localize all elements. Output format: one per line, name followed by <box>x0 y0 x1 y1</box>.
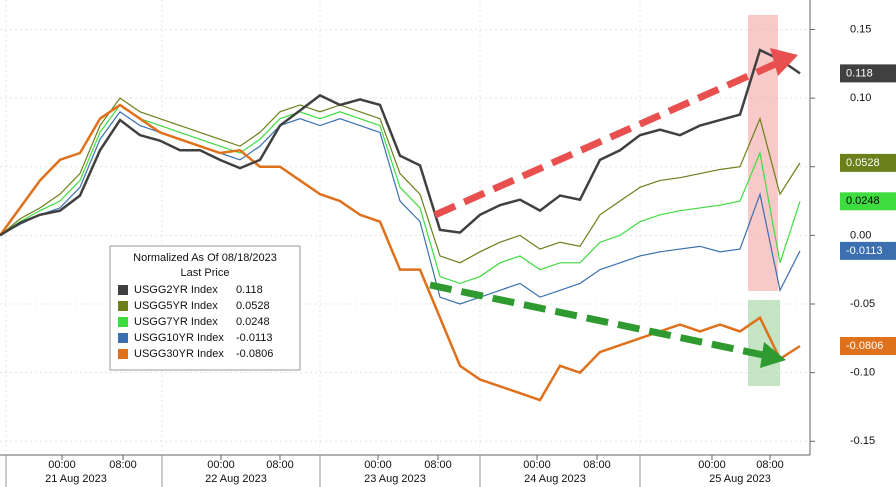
legend-label: USGG5YR Index <box>134 300 218 312</box>
last-value-label: 0.118 <box>846 67 873 79</box>
y-tick-label: -0.10 <box>850 367 875 379</box>
legend-value: -0.0806 <box>236 348 273 360</box>
series-line <box>0 48 801 237</box>
y-tick-label: -0.05 <box>850 298 875 310</box>
green-arrow <box>429 281 786 368</box>
arrow-head <box>760 342 786 368</box>
y-tick-label: 0.00 <box>850 229 871 241</box>
y-tick-label: 0.10 <box>850 92 871 104</box>
x-tick-label: 00:00 <box>364 459 392 471</box>
x-tick-label: 08:00 <box>756 459 784 471</box>
last-value-box <box>840 64 896 83</box>
date-label: 21 Aug 2023 <box>45 473 107 485</box>
date-label: 23 Aug 2023 <box>364 473 426 485</box>
date-label: 24 Aug 2023 <box>524 473 586 485</box>
last-value-label: -0.0806 <box>846 340 883 352</box>
legend-swatch <box>118 301 128 311</box>
last-value-label: 0.0528 <box>846 157 880 169</box>
last-value-box <box>840 153 896 172</box>
arrow-line <box>429 281 769 360</box>
grid <box>0 0 810 455</box>
legend-swatch <box>118 333 128 343</box>
x-tick-label: 08:00 <box>424 459 452 471</box>
legend-swatch <box>118 349 128 359</box>
x-tick-label: 00:00 <box>207 459 235 471</box>
axes: 0.150.100.050.00-0.05-0.10-0.1500:0008:0… <box>5 23 896 487</box>
last-value-box <box>840 241 896 260</box>
x-tick-label: 08:00 <box>109 459 137 471</box>
legend: Normalized As Of 08/18/2023 Last Price U… <box>109 245 301 371</box>
legend-swatch <box>118 317 128 327</box>
legend-label: USGG30YR Index <box>134 348 224 360</box>
legend-label: USGG2YR Index <box>134 284 218 296</box>
x-tick-label: 00:00 <box>48 459 76 471</box>
legend-label: USGG7YR Index <box>134 316 218 328</box>
last-value-box <box>840 192 896 211</box>
legend-value: 0.0528 <box>236 300 270 312</box>
legend-value: -0.0113 <box>236 332 273 344</box>
red-arrow <box>433 48 798 219</box>
y-tick-label: 0.15 <box>850 23 871 35</box>
legend-value: 0.0248 <box>236 316 270 328</box>
legend-title: Normalized As Of 08/18/2023 <box>133 252 277 264</box>
arrow-head <box>770 48 798 76</box>
x-tick-label: 00:00 <box>698 459 726 471</box>
legend-items: USGG2YR Index 0.118 USGG5YR Index 0.0528 USG… <box>118 284 273 360</box>
last-value-label: -0.0113 <box>846 245 883 257</box>
x-tick-label: 00:00 <box>523 459 551 471</box>
series-line <box>0 110 801 305</box>
series-line <box>0 97 801 264</box>
legend-subtitle: Last Price <box>181 267 230 279</box>
x-tick-label: 08:00 <box>266 459 294 471</box>
date-label: 25 Aug 2023 <box>709 473 771 485</box>
legend-value: 0.118 <box>236 284 263 296</box>
y-tick-label: -0.15 <box>850 435 875 447</box>
legend-label: USGG10YR Index <box>134 332 224 344</box>
legend-swatch <box>118 285 128 295</box>
date-label: 22 Aug 2023 <box>205 473 267 485</box>
last-value-label: 0.0248 <box>846 195 880 207</box>
last-value-box <box>840 337 896 356</box>
x-tick-label: 08:00 <box>583 459 611 471</box>
legend-box <box>109 245 301 371</box>
lines <box>0 48 801 402</box>
highlight-red <box>748 15 778 291</box>
series-line <box>0 103 801 402</box>
